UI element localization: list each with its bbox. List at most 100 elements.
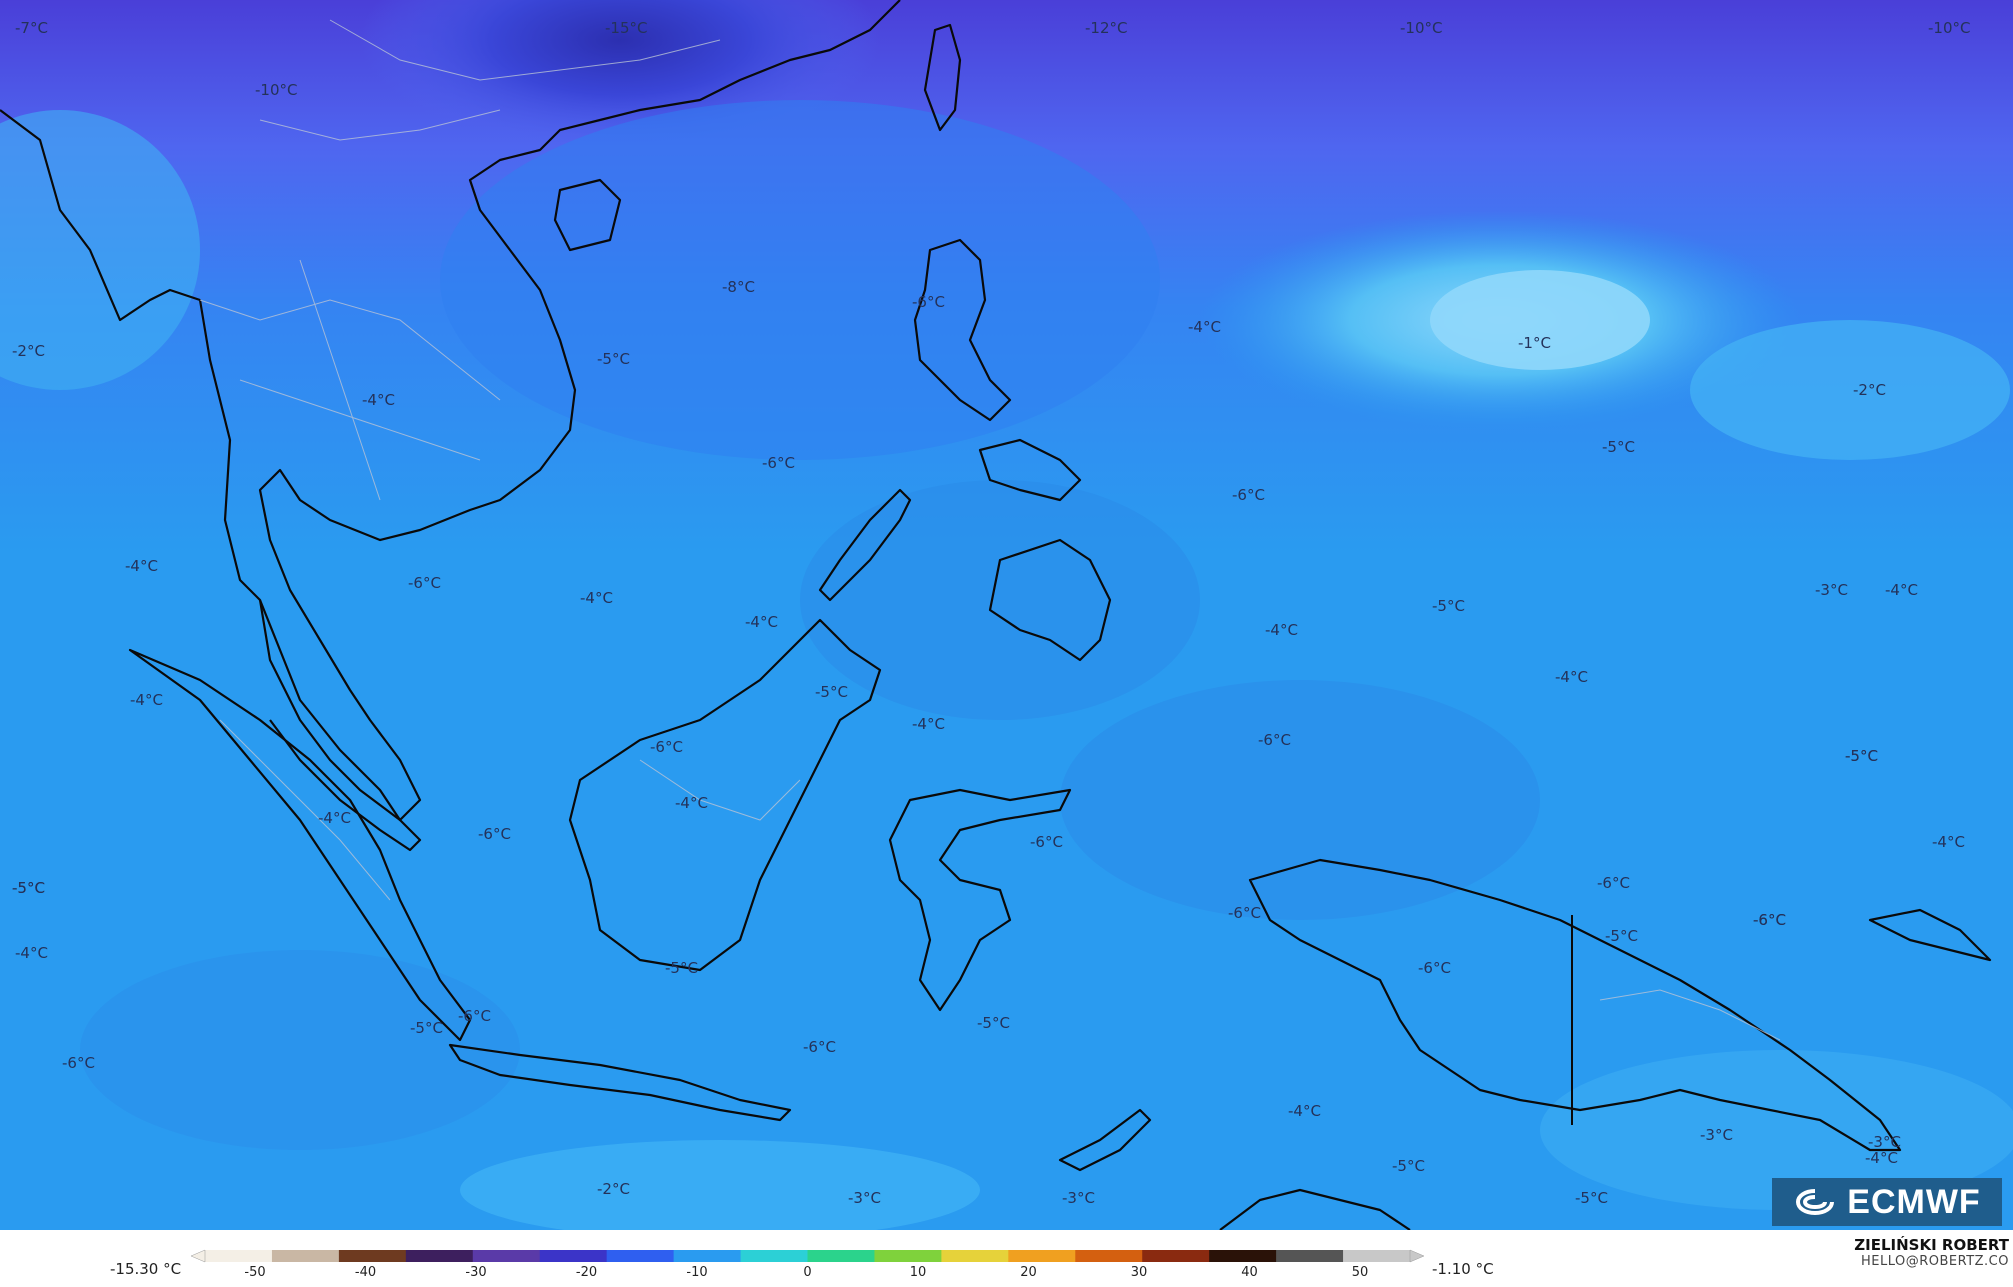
coast-palawan <box>818 488 912 602</box>
temperature-label: -6°C <box>62 1054 95 1072</box>
temperature-label: -5°C <box>815 683 848 701</box>
temperature-label: -6°C <box>1753 911 1786 929</box>
warm-region-west <box>0 110 200 390</box>
warm-region-south <box>460 1140 980 1230</box>
color-scale-tick-label: 0 <box>803 1265 811 1280</box>
warm-region-east <box>1690 320 2010 460</box>
color-scale-tick-label: 10 <box>910 1265 927 1280</box>
temperature-label: -4°C <box>912 715 945 733</box>
temperature-label: -4°C <box>318 809 351 827</box>
color-scale-tick-label: 40 <box>1241 1265 1258 1280</box>
temperature-label: -3°C <box>1815 581 1848 599</box>
color-scale: -50 -40 -30 -20 -10 0 10 20 30 40 50 <box>190 1249 1425 1280</box>
boundary-indochina-2 <box>239 379 481 461</box>
temperature-label: -3°C <box>1062 1189 1095 1207</box>
temperature-label: -6°C <box>1030 833 1063 851</box>
temperature-label: -5°C <box>12 879 45 897</box>
color-scale-cell <box>539 1250 608 1262</box>
temperature-label: -2°C <box>597 1180 630 1198</box>
coast-malay-peninsula <box>258 599 422 852</box>
boundary-indochina-3 <box>299 259 381 501</box>
color-scale-cell <box>1008 1250 1076 1262</box>
color-scale-cell <box>338 1250 407 1262</box>
temperature-label: -6°C <box>458 1007 491 1025</box>
coast-asia-mainland <box>0 0 901 822</box>
color-scale-cell <box>205 1250 273 1262</box>
temperature-label: -4°C <box>1555 668 1588 686</box>
color-scale-tick-label: -30 <box>465 1265 486 1280</box>
temperature-label: -3°C <box>848 1189 881 1207</box>
boundary-china-1 <box>329 19 721 81</box>
temperature-label: -6°C <box>478 825 511 843</box>
color-scale-cell <box>1142 1250 1210 1262</box>
temperature-label: -2°C <box>12 342 45 360</box>
color-scale-tick-label: 30 <box>1131 1265 1148 1280</box>
coast-australia-north <box>1219 1188 1411 1230</box>
temperature-label: -4°C <box>15 944 48 962</box>
boundary-sumatra <box>219 719 391 901</box>
coast-sulawesi <box>888 788 1072 1012</box>
legend-bar: -50 -40 -30 -20 -10 0 10 20 30 40 50 -15.30 °C -1.… <box>0 1230 2013 1287</box>
color-scale-tick-label: 50 <box>1352 1265 1369 1280</box>
coast-philippines-visayas <box>978 438 1082 502</box>
temperature-label: -4°C <box>125 557 158 575</box>
temperature-label: -1°C <box>1518 334 1551 352</box>
coast-sumatra <box>128 648 472 1042</box>
coast-timor <box>1058 1108 1152 1172</box>
temperature-label: -4°C <box>1188 318 1221 336</box>
boundary-indochina-1 <box>199 299 501 401</box>
coast-new-guinea <box>1248 858 1902 1152</box>
admin-boundaries <box>199 19 1781 1041</box>
temperature-label: -6°C <box>762 454 795 472</box>
temperature-label: -5°C <box>1605 927 1638 945</box>
temperature-label: -5°C <box>597 350 630 368</box>
temperature-label: -5°C <box>1845 747 1878 765</box>
temperature-label: -6°C <box>1232 486 1265 504</box>
color-scale-cell <box>1075 1250 1143 1262</box>
temperature-label: -10°C <box>1928 19 1970 37</box>
temperature-label: -6°C <box>1258 731 1291 749</box>
temperature-label: -2°C <box>1853 381 1886 399</box>
coast-borneo <box>568 618 882 972</box>
temperature-label: -6°C <box>1597 874 1630 892</box>
temperature-label: -4°C <box>745 613 778 631</box>
cold-region-scs <box>440 100 1160 460</box>
color-scale-tick-label: -20 <box>576 1265 597 1280</box>
color-scale-cell <box>1276 1250 1344 1262</box>
color-scale-ticks: -50 -40 -30 -20 -10 0 10 20 30 40 50 <box>244 1265 1368 1280</box>
temperature-label: -5°C <box>12 879 45 897</box>
temperature-label: -3°C <box>1868 1133 1901 1151</box>
author-email: HELLO@ROBERTZ.CO <box>1860 1254 2009 1269</box>
temperature-label: -4°C <box>1265 621 1298 639</box>
temperature-label: -5°C <box>1845 747 1878 765</box>
temperature-label: -5°C <box>1575 1189 1608 1207</box>
temperature-label: -12°C <box>1085 19 1127 37</box>
coast-java <box>448 1043 792 1122</box>
color-scale-tick-label: -40 <box>355 1265 376 1280</box>
cool-patch-1 <box>800 480 1200 720</box>
temperature-label: -7°C <box>15 19 48 37</box>
color-scale-cell <box>405 1250 474 1262</box>
temperature-label: -4°C <box>675 794 708 812</box>
color-scale-tick-label: -50 <box>244 1265 265 1280</box>
color-scale-cell <box>606 1250 675 1262</box>
author-name: ZIELIŃSKI ROBERT <box>1854 1236 2009 1254</box>
color-scale-tick-label: -10 <box>686 1265 707 1280</box>
temperature-label: -5°C <box>1392 1157 1425 1175</box>
temperature-label: -5°C <box>1602 438 1635 456</box>
legend-max-value: -1.10 °C <box>1432 1260 1494 1278</box>
temperature-label: -4°C <box>580 589 613 607</box>
ecmwf-logo-text: ECMWF <box>1847 1182 1981 1221</box>
boundary-china-2 <box>259 109 501 141</box>
ecmwf-logo: ECMWF <box>1772 1178 2002 1226</box>
color-scale-cell <box>271 1250 340 1262</box>
coast-philippines-luzon <box>913 238 1012 422</box>
color-scale-right-arrow <box>1409 1249 1425 1263</box>
temperature-label: -6°C <box>1753 911 1786 929</box>
temperature-label: -6°C <box>1418 959 1451 977</box>
boundary-png-1 <box>1599 989 1781 1041</box>
color-scale-cell <box>807 1250 875 1262</box>
temperature-label: -4°C <box>362 391 395 409</box>
temperature-label: -10°C <box>255 81 297 99</box>
color-scale-left-arrow <box>190 1249 206 1263</box>
